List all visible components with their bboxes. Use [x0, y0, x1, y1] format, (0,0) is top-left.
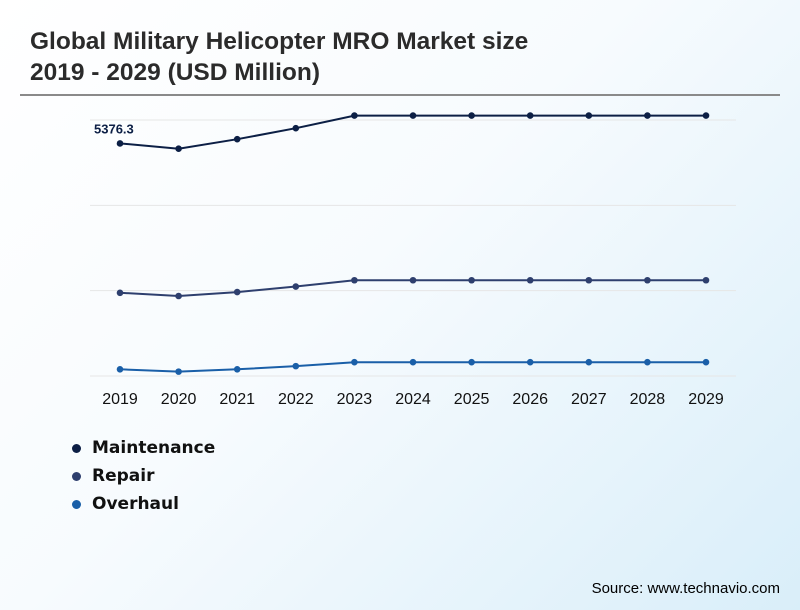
legend-item-repair: Repair	[72, 462, 215, 490]
data-point-overhaul	[702, 358, 710, 366]
data-point-maintenance	[526, 112, 534, 119]
data-label: 5376.3	[94, 121, 134, 136]
data-point-maintenance	[233, 135, 241, 143]
data-point-repair	[644, 276, 651, 284]
legend-item-maintenance: Maintenance	[72, 434, 215, 462]
data-point-repair	[585, 276, 593, 284]
data-point-maintenance	[292, 124, 300, 132]
data-point-repair	[292, 283, 300, 290]
data-point-overhaul	[175, 368, 182, 375]
data-point-repair	[233, 288, 241, 296]
data-point-repair	[409, 276, 417, 284]
x-tick-label: 2023	[337, 391, 373, 408]
data-point-repair	[468, 276, 475, 284]
data-point-maintenance	[175, 145, 182, 152]
data-point-maintenance	[351, 112, 358, 119]
data-point-overhaul	[526, 358, 534, 366]
data-point-maintenance	[468, 112, 475, 119]
source-credit: Source: www.technavio.com	[591, 580, 780, 597]
data-point-maintenance	[116, 140, 124, 147]
line-chart: 2019 2020 2021 2022 2023 2024 2025 2026 2027 2028…	[90, 112, 736, 408]
legend-label-overhaul: Overhaul	[92, 494, 179, 514]
data-point-repair	[702, 276, 710, 284]
x-tick-label: 2028	[630, 391, 666, 408]
data-point-repair	[175, 292, 182, 300]
data-point-repair	[116, 289, 124, 297]
legend-label-maintenance: Maintenance	[92, 438, 216, 458]
chart-title-line-1: Global Military Helicopter MRO Market si…	[30, 28, 529, 55]
legend-marker-maintenance	[72, 443, 81, 453]
x-tick-label: 2029	[688, 391, 724, 408]
data-point-overhaul	[585, 358, 593, 366]
data-point-overhaul	[116, 365, 124, 373]
x-tick-label: 2026	[512, 391, 548, 408]
x-tick-label: 2027	[571, 391, 607, 408]
data-point-maintenance	[409, 112, 417, 119]
data-point-maintenance	[644, 112, 651, 119]
legend-item-overhaul: Overhaul	[72, 490, 215, 518]
x-tick-label: 2024	[395, 391, 431, 408]
x-tick-label: 2020	[161, 391, 197, 408]
legend: Maintenance Repair Overhaul	[72, 434, 215, 518]
data-point-repair	[526, 276, 534, 284]
data-point-maintenance	[585, 112, 593, 119]
x-tick-label: 2021	[219, 391, 255, 408]
x-tick-label: 2022	[278, 391, 314, 408]
data-point-overhaul	[351, 358, 358, 366]
series-line-maintenance	[119, 114, 706, 150]
title-divider	[20, 94, 780, 96]
data-point-overhaul	[409, 358, 417, 366]
chart-title-line-2: 2019 - 2029 (USD Million)	[30, 59, 321, 86]
data-point-repair	[351, 276, 358, 284]
x-tick-label: 2025	[454, 391, 490, 408]
data-point-overhaul	[468, 358, 475, 366]
chart-title: Global Military Helicopter MRO Market si…	[30, 26, 528, 88]
x-tick-label: 2019	[102, 391, 138, 408]
data-point-maintenance	[702, 112, 710, 119]
legend-label-repair: Repair	[92, 466, 155, 486]
data-point-overhaul	[644, 358, 651, 366]
data-point-overhaul	[233, 365, 241, 373]
legend-marker-overhaul	[72, 499, 81, 509]
data-point-overhaul	[292, 362, 300, 370]
legend-marker-repair	[72, 471, 81, 481]
